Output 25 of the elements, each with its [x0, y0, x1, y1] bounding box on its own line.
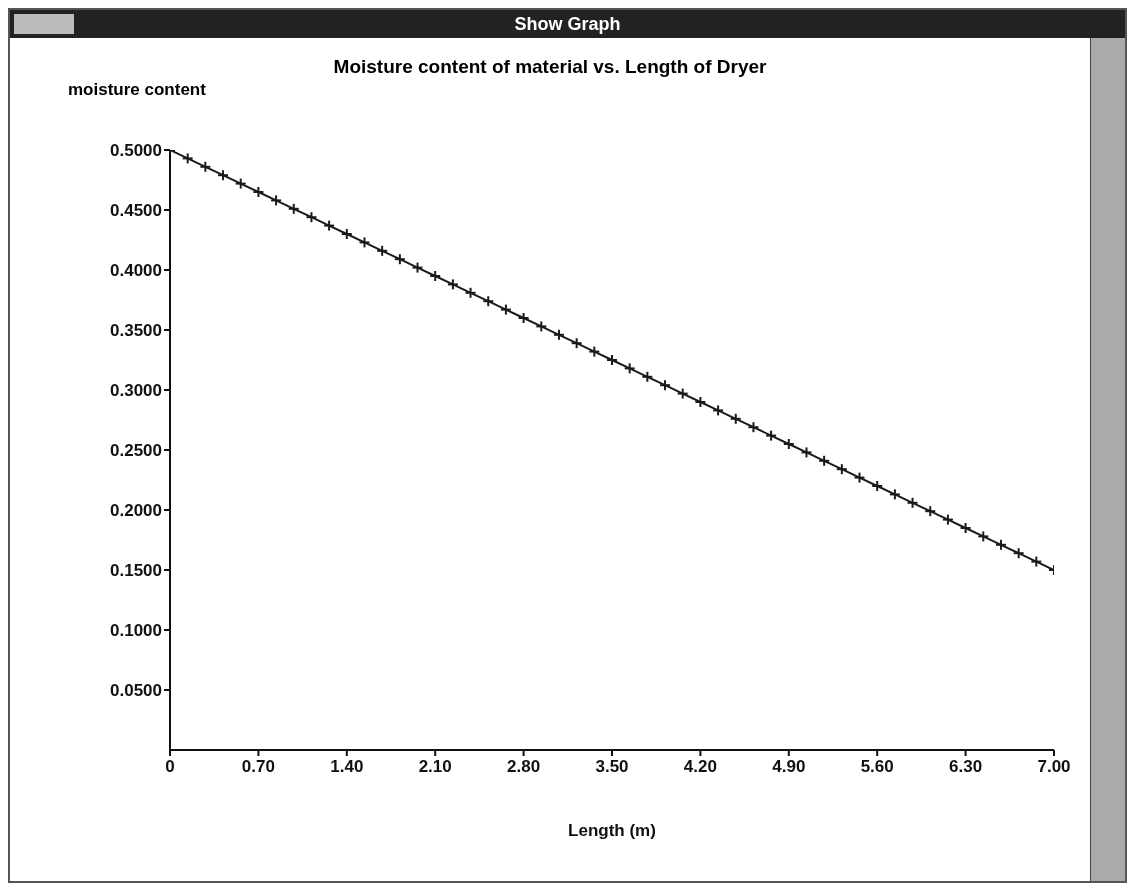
x-tick-label: 5.60	[860, 757, 894, 776]
x-tick-label: 0	[165, 757, 175, 776]
chart-title: Moisture content of material vs. Length of Dryer	[332, 56, 768, 78]
y-tick-label: 0.4500	[110, 201, 162, 221]
y-tick-label: 0.4000	[110, 261, 162, 281]
y-tick-label: 0.0500	[110, 681, 162, 701]
x-tick-label: 3.50	[595, 757, 629, 776]
y-axis-title: moisture content	[68, 80, 206, 100]
y-tick-label: 0.2500	[110, 441, 162, 461]
x-axis-title: Length (m)	[568, 821, 656, 840]
text: Show Graph	[514, 13, 621, 35]
y-tick-label: 0.5000	[110, 141, 162, 161]
x-tick-label: 6.30	[949, 757, 983, 776]
x-tick-label: 1.40	[330, 757, 364, 776]
y-tick-label: 0.1000	[110, 621, 162, 641]
x-tick-label: 4.20	[683, 757, 717, 776]
x-tick-label: 4.90	[772, 757, 806, 776]
y-tick-label: 0.3000	[110, 381, 162, 401]
y-tick-label: 0.2000	[110, 501, 162, 521]
y-tick-label: 0.3500	[110, 321, 162, 341]
x-tick-label: 2.80	[507, 757, 541, 776]
x-tick-label: 0.70	[241, 757, 275, 776]
x-tick-label: 7.00	[1037, 757, 1071, 776]
x-tick-label: 2.10	[418, 757, 452, 776]
y-tick-label: 0.1500	[110, 561, 162, 581]
